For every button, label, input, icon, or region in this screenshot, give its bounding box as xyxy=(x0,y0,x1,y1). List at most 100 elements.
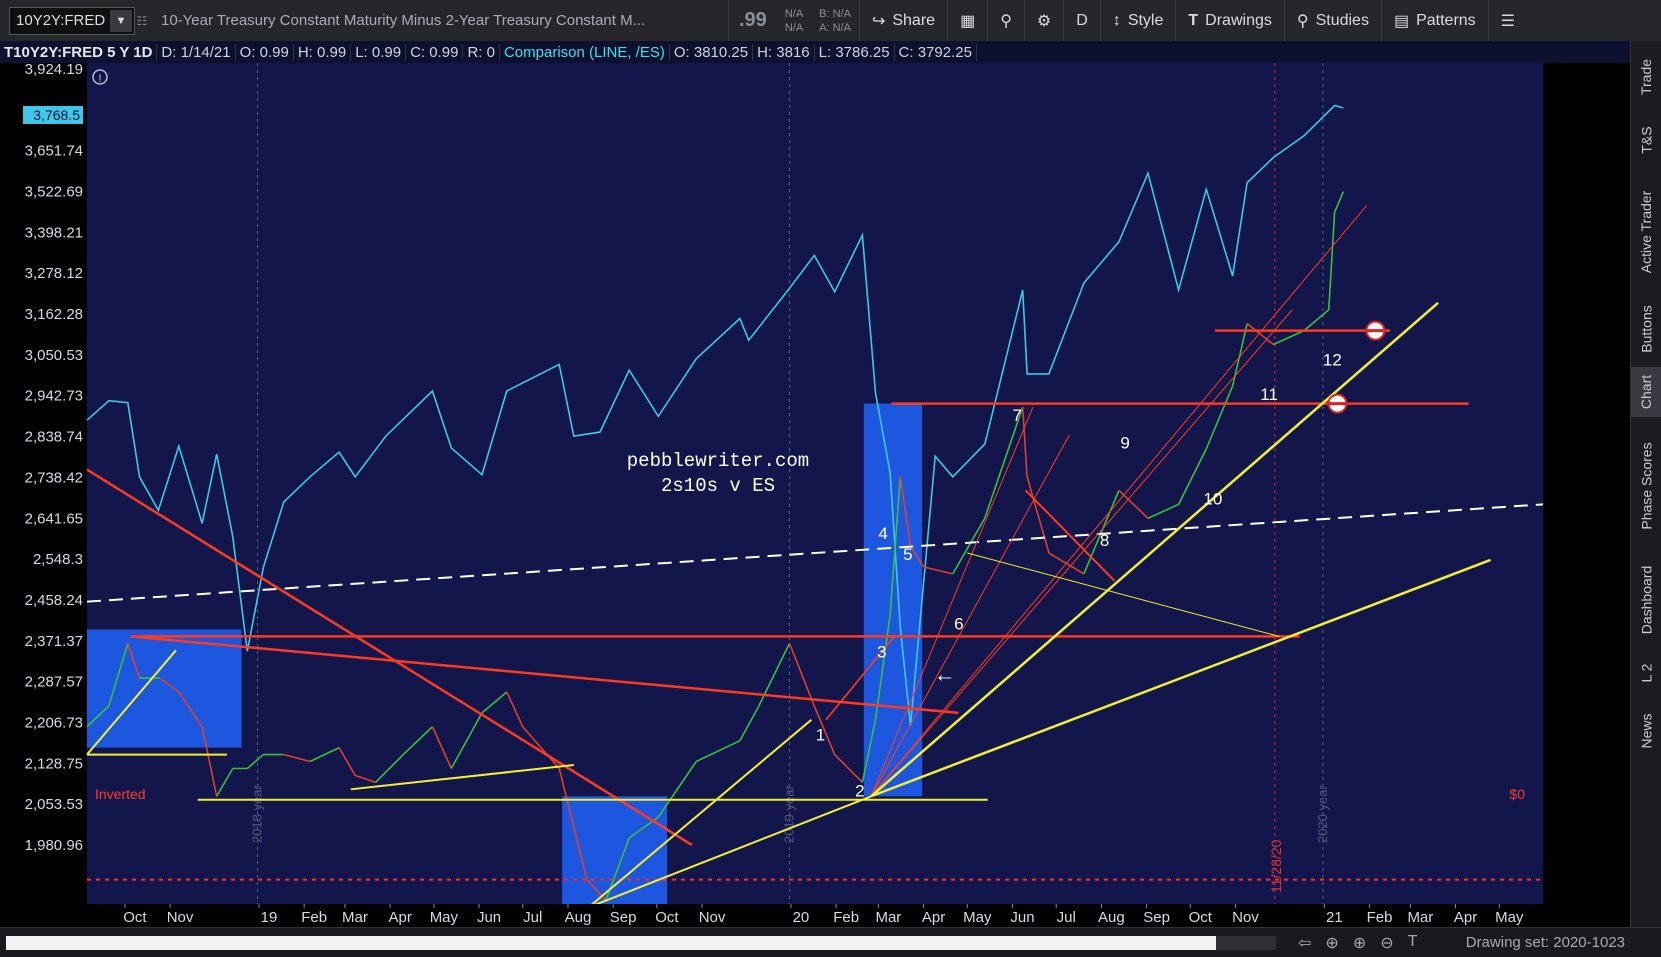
last-price: .99 xyxy=(729,9,777,32)
year-marker-label: 2020 year xyxy=(1315,785,1330,843)
x-tick-label: May xyxy=(1495,909,1524,926)
chart-title-text: pebblewriter.com xyxy=(627,450,809,472)
candles-icon: ↕ xyxy=(1113,12,1121,30)
comparison-label[interactable]: Comparison (LINE, /ES) xyxy=(500,44,670,61)
cmp-low: L: 3786.25 xyxy=(815,44,895,61)
x-tick-label: Aug xyxy=(565,909,592,926)
grid-icon: ▦ xyxy=(960,11,975,31)
sidebar-tab-label: Active Trader xyxy=(1639,191,1655,273)
info-high: H: 0.99 xyxy=(294,44,351,61)
cmp-high: H: 3816 xyxy=(753,44,815,61)
wave-label: 3 xyxy=(877,642,886,661)
horizontal-scrollbar[interactable] xyxy=(6,936,1276,950)
scrollbar-thumb[interactable] xyxy=(6,936,1216,950)
bottom-bar: ⇦ ⊕ ⊕ ⊖ T Drawing set: 2020-1023 xyxy=(0,927,1661,957)
x-tick-label: Mar xyxy=(342,909,368,926)
studies-button[interactable]: ⚲Studies xyxy=(1285,0,1381,41)
x-tick-label: Aug xyxy=(1098,909,1125,926)
x-tick-label: Jun xyxy=(1010,909,1034,926)
left-tick-label: 2,206.73 xyxy=(25,714,83,731)
link-icon[interactable]: ☷ xyxy=(135,14,149,28)
timeframe-button[interactable]: D xyxy=(1064,0,1100,41)
sidebar-tab-chart[interactable]: Chart xyxy=(1631,367,1661,417)
left-tick-label: 2,838.74 xyxy=(25,429,83,446)
wave-label: 11 xyxy=(1260,385,1278,404)
x-tick-label: Mar xyxy=(875,909,901,926)
left-tick-label: 3,398.21 xyxy=(25,224,83,241)
left-tick-label: 2,942.73 xyxy=(25,388,83,405)
wave-label: 12 xyxy=(1323,350,1342,369)
x-tick-label: Apr xyxy=(1454,909,1477,926)
sidebar-tab-trade[interactable]: Trade xyxy=(1631,47,1661,107)
cmp-close: C: 3792.25 xyxy=(895,44,977,61)
x-tick-label: Feb xyxy=(301,909,327,926)
left-tick-label: 3,278.12 xyxy=(25,265,83,282)
left-arrow-icon: ← xyxy=(934,662,956,687)
grid-button[interactable]: ▦ xyxy=(948,0,987,41)
sidebar-tab-news[interactable]: News xyxy=(1631,701,1661,761)
x-tick-label: Oct xyxy=(1189,909,1213,926)
top-toolbar: 10Y2Y:FRED ▼ ☷ 10-Year Treasury Constant… xyxy=(0,0,1661,42)
sidebar-tab-l-2[interactable]: L 2 xyxy=(1631,653,1661,693)
drawing-rectangle xyxy=(87,629,241,747)
share-button[interactable]: ↪Share xyxy=(860,0,947,41)
menu-icon: ☰ xyxy=(1501,11,1515,31)
inverted-label: Inverted xyxy=(95,786,146,802)
sidebar-tab-active-trader[interactable]: Active Trader xyxy=(1631,173,1661,291)
scroll-left-icon[interactable]: ⇦ xyxy=(1298,933,1311,953)
sidebar-tab-label: Phase Scores xyxy=(1639,442,1655,529)
chart-title[interactable]: T10Y2Y:FRED 5 Y 1D xyxy=(0,44,157,61)
info-low: L: 0.99 xyxy=(351,44,406,61)
settings-button[interactable]: ⚙ xyxy=(1025,0,1063,41)
left-tick-label: 2,641.65 xyxy=(25,510,83,527)
x-tick-label: Nov xyxy=(167,909,194,926)
left-tick-label: 3,162.28 xyxy=(25,306,83,323)
plot-background xyxy=(87,63,1543,904)
date-marker-label: 11/28/20 xyxy=(1268,839,1284,893)
x-tick-label: Oct xyxy=(123,909,147,926)
menu-button[interactable]: ☰ xyxy=(1489,0,1527,41)
sidebar-tab-label: News xyxy=(1639,713,1655,748)
x-tick-label: May xyxy=(430,909,459,926)
x-tick-label: Jul xyxy=(523,909,542,926)
crosshair-icon[interactable]: ⊕ xyxy=(1325,933,1338,953)
right-axis-sep xyxy=(1543,63,1545,904)
info-bar-right xyxy=(1545,41,1630,63)
x-tick-label: May xyxy=(963,909,992,926)
patterns-label: Patterns xyxy=(1416,12,1476,30)
chevron-down-icon[interactable]: ▼ xyxy=(110,10,132,32)
x-tick-label: 19 xyxy=(261,909,278,926)
na-1: N/A xyxy=(785,7,803,21)
sidebar-tab-phase-scores[interactable]: Phase Scores xyxy=(1631,425,1661,547)
zoom-in-icon[interactable]: ⊕ xyxy=(1353,933,1366,953)
symbol-text: 10Y2Y:FRED xyxy=(10,12,105,29)
bottom-tools: ⇦ ⊕ ⊕ ⊖ T xyxy=(1298,933,1417,953)
sidebar-tab-t-s[interactable]: T&S xyxy=(1631,115,1661,165)
sidebar-tab-dashboard[interactable]: Dashboard xyxy=(1631,555,1661,645)
info-icon-glyph: ! xyxy=(98,73,101,85)
style-button[interactable]: ↕ Style xyxy=(1101,0,1176,41)
drawing-set-label[interactable]: Drawing set: 2020-1023 xyxy=(1466,934,1625,951)
flask-button[interactable]: ⚲ xyxy=(988,0,1024,41)
info-r: R: 0 xyxy=(463,44,500,61)
symbol-selector[interactable]: 10Y2Y:FRED ▼ xyxy=(9,7,135,35)
x-tick-label: Feb xyxy=(1367,909,1393,926)
patterns-button[interactable]: ▤ Patterns xyxy=(1382,0,1488,41)
bid-value: B: N/A xyxy=(819,7,851,21)
patterns-icon: ▤ xyxy=(1394,11,1409,31)
x-tick-label: Feb xyxy=(833,909,859,926)
sidebar-tab-buttons[interactable]: Buttons xyxy=(1631,299,1661,359)
text-t-icon[interactable]: T xyxy=(1408,933,1418,953)
left-tick-label: 3,522.69 xyxy=(25,184,83,201)
style-label: Style xyxy=(1128,12,1164,30)
drawings-label: Drawings xyxy=(1205,12,1272,30)
year-marker-label: 2019 year xyxy=(781,785,796,843)
na-block: N/A N/A xyxy=(777,7,811,35)
info-date: D: 1/14/21 xyxy=(157,44,235,61)
wave-label: 5 xyxy=(903,545,912,564)
zoom-out-icon[interactable]: ⊖ xyxy=(1380,933,1393,953)
right-sidebar: Trade T&S Active Trader Buttons Chart Phase S… xyxy=(1630,41,1661,927)
